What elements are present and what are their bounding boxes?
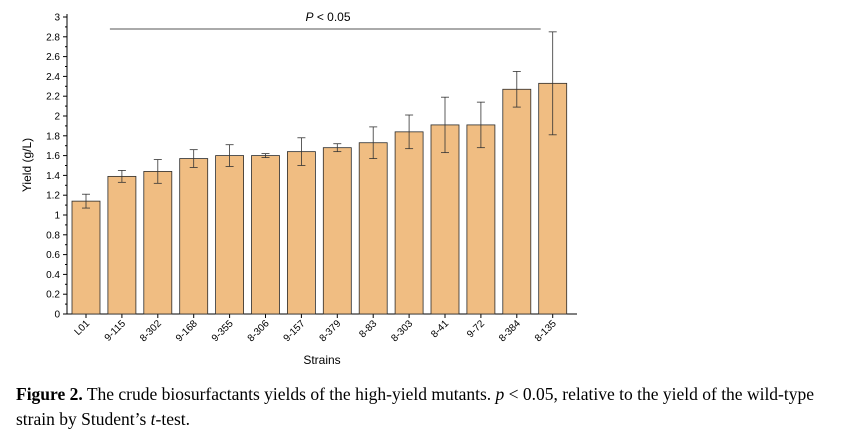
x-tick-label: 9-355: [210, 318, 236, 344]
x-tick-label: 9-72: [465, 318, 487, 340]
x-axis-label: Strains: [303, 353, 340, 367]
x-tick-label: 8-135: [533, 318, 559, 344]
y-tick-label: 3: [54, 13, 60, 24]
bar: [179, 158, 209, 315]
y-tick-label: 1.4: [46, 171, 60, 182]
y-axis-label: Yield (g/L): [20, 138, 34, 192]
x-axis: L01 9-115 8-302 9-168 9-355 8-306 9-157 8-379 8-…: [67, 313, 577, 367]
significance-label: P < 0.05: [305, 10, 350, 24]
x-tick-label: 8-379: [318, 318, 344, 344]
caption-p-symbol: p: [495, 384, 505, 404]
bar-series: [71, 82, 568, 315]
bar: [394, 131, 424, 315]
bar: [322, 147, 352, 315]
y-tick-label: 0.6: [46, 250, 60, 261]
x-tick-label: L01: [73, 318, 93, 338]
y-tick-label: 2.8: [46, 32, 60, 43]
bar: [251, 155, 280, 315]
x-tick-label: 9-115: [103, 318, 129, 344]
figure-caption: Figure 2. The crude biosurfactants yield…: [16, 382, 856, 432]
y-axis: 0 0.2 0.4 0.6 0.8 1 1.2 1.4 1.6 1.8 2 2.2 2.4 2.6 2.8 3…: [20, 13, 68, 321]
x-tick-label: 8-83: [357, 318, 379, 340]
significance-p-symbol: P: [305, 10, 313, 24]
bar: [71, 200, 101, 315]
x-tick-label: 8-303: [389, 318, 415, 344]
bar: [143, 171, 173, 315]
y-tick-label: 2.4: [46, 72, 60, 83]
caption-label: Figure 2.: [16, 384, 83, 404]
x-ticks: L01 9-115 8-302 9-168 9-355 8-306 9-157 8-379 8-…: [73, 314, 559, 344]
y-tick-label: 2.6: [46, 52, 60, 63]
y-tick-label: 0.4: [46, 270, 60, 281]
bar: [215, 155, 245, 315]
y-tick-label: 1: [54, 211, 60, 222]
y-tick-label: 1.8: [46, 131, 60, 142]
significance-annotation: P < 0.05: [109, 10, 541, 30]
y-tick-label: 0.2: [46, 290, 60, 301]
x-tick-label: 9-168: [174, 318, 200, 344]
y-tick-label: 1.2: [46, 191, 60, 202]
y-tick-label: 0.8: [46, 230, 60, 241]
x-tick-label: 8-41: [429, 318, 451, 340]
x-tick-label: 8-306: [246, 318, 272, 344]
bar: [107, 175, 137, 315]
error-bars: [82, 31, 557, 209]
y-tick-label: 0: [54, 310, 60, 321]
x-tick-label: 9-157: [282, 318, 308, 344]
caption-text-3: -test.: [155, 409, 191, 429]
y-ticks: 0 0.2 0.4 0.6 0.8 1 1.2 1.4 1.6 1.8 2 2.2 2.4 2.6 2.8 3: [46, 13, 67, 321]
x-tick-label: 8-302: [138, 318, 164, 344]
caption-t-symbol: t: [150, 409, 156, 429]
x-tick-label: 8-384: [497, 318, 523, 344]
caption-text-1: The crude biosurfactants yields of the h…: [82, 384, 496, 404]
bar: [358, 142, 388, 315]
bar: [430, 124, 460, 315]
significance-threshold: < 0.05: [313, 10, 350, 24]
caption-text-2: < 0.05, relative to the yield of the wil…: [16, 384, 815, 429]
bar: [286, 151, 316, 315]
y-tick-label: 2: [54, 112, 60, 123]
y-tick-label: 2.2: [46, 92, 60, 103]
y-tick-label: 1.6: [46, 151, 60, 162]
bar-chart: 0 0.2 0.4 0.6 0.8 1 1.2 1.4 1.6 1.8 2 2.2 2.4 2.6 2.8 3…: [20, 10, 577, 367]
bar: [502, 88, 532, 315]
bar: [466, 124, 496, 315]
